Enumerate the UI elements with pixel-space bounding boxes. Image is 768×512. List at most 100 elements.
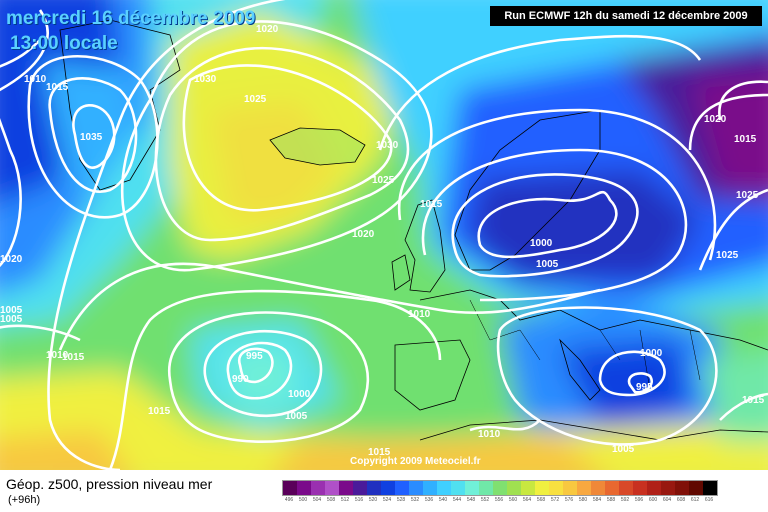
scale-tick-label: 532 [410,497,420,503]
isobar-label: 1020 [352,229,375,240]
isobars [0,0,768,470]
isobar-label: 990 [232,374,249,385]
isobar-1005-low [167,311,370,443]
isobar-label: 1020 [0,254,23,265]
isobar-label: 1010 [46,350,69,361]
isobar-label: 1005 [536,259,559,270]
isobar-1015-med [719,392,768,421]
isobar-labels: 1010 1015 1035 1030 1025 1020 1030 1025 … [0,24,765,458]
scale-tick-label: 504 [312,497,322,503]
isobar-1025-east [698,188,768,271]
isobar-label: 1005 [612,444,635,455]
scale-tick-label: 520 [368,497,378,503]
scale-swatch [703,481,717,495]
forecast-date-title: mercredi 16 décembre 2009 [6,8,256,29]
isobar-label: 1015 [46,82,69,93]
scale-tick-label: 612 [690,497,700,503]
isobar-label: 1015 [148,406,171,417]
color-scale-bar [282,480,718,496]
scale-swatch [563,481,577,495]
scale-swatch [549,481,563,495]
scale-swatch [367,481,381,495]
scale-swatch [297,481,311,495]
isobar-label: 1015 [742,395,765,406]
italy-coast [559,338,601,401]
scale-swatch [689,481,703,495]
isobar-1010-med [469,419,541,432]
isobar-1015-scandi [397,108,717,261]
iceland-coast [269,127,366,166]
scale-tick-label: 536 [424,497,434,503]
scale-tick-label: 604 [662,497,672,503]
isobar-label: 1015 [368,447,391,458]
forecast-map: 1010 1015 1035 1030 1025 1020 1030 1025 … [0,0,768,470]
copyright-notice: Copyright 2009 Meteociel.fr [350,456,481,467]
scale-swatch [409,481,423,495]
isobar-995-med [627,372,653,394]
scale-tick-label: 596 [634,497,644,503]
isobar-label: 1030 [194,74,217,85]
isobar-990-low [226,341,293,400]
scale-swatch [521,481,535,495]
scale-tick-label: 496 [284,497,294,503]
isobar-1000-low [203,329,323,418]
isobar-1010-atlantic [58,262,601,351]
isobar-1005-med [496,306,718,446]
lead-time-label: (+96h) [8,494,41,506]
africa-coast [419,419,768,441]
isobar-label: 1015 [420,199,443,210]
isobar-label: 1000 [530,238,553,249]
isobar-1015-south [108,289,442,470]
isobar-label: 1030 [376,140,399,151]
isobar-label: 1015 [62,352,85,363]
isobar-1025-high [154,46,410,242]
scale-tick-label: 572 [550,497,560,503]
geopotential-field [0,0,768,470]
forecast-time-title: 13:00 locale [10,33,118,54]
scale-tick-label: 616 [704,497,714,503]
british-isles-coast [404,199,446,293]
scale-swatch [325,481,339,495]
color-scale-labels: 496 500 504 508 512 516 520 524 528 532 536 540 544 5… [282,497,716,503]
scale-tick-label: 588 [606,497,616,503]
scale-swatch [675,481,689,495]
isobar-label: 1025 [716,250,739,261]
scale-swatch [465,481,479,495]
isobar-1015-west [0,9,49,92]
scale-tick-label: 540 [438,497,448,503]
isobar-label: 1000 [640,348,663,359]
isobar-label: 1025 [736,190,759,201]
isobar-1020-north [378,34,702,151]
scale-tick-label: 592 [620,497,630,503]
isobar-1020-east [688,93,768,151]
scale-swatch [619,481,633,495]
scale-swatch [395,481,409,495]
scale-swatch [381,481,395,495]
model-run-banner: Run ECMWF 12h du samedi 12 décembre 2009 [490,6,762,26]
isobar-1015-atlantic [47,0,287,470]
scale-tick-label: 600 [648,497,658,503]
scale-tick-label: 564 [522,497,532,503]
scale-tick-label: 584 [592,497,602,503]
scale-swatch [661,481,675,495]
isobar-label: 1035 [80,132,103,143]
scale-tick-label: 516 [354,497,364,503]
scale-swatch [283,481,297,495]
scale-tick-label: 568 [536,497,546,503]
isobar-1020-south [0,324,81,342]
scale-swatch [311,481,325,495]
isobar-1005-scandi [451,173,639,278]
isobar-label: 1015 [734,134,757,145]
scale-tick-label: 576 [564,497,574,503]
scale-swatch [591,481,605,495]
scale-swatch [423,481,437,495]
isobar-1000-scandi [477,190,618,259]
isobar-label: 1005 [285,411,308,422]
scale-swatch [535,481,549,495]
isobar-1030-high [182,64,393,212]
scale-tick-label: 528 [396,497,406,503]
scale-swatch [605,481,619,495]
isobar-1030-greenland [48,77,138,193]
scale-tick-label: 552 [480,497,490,503]
